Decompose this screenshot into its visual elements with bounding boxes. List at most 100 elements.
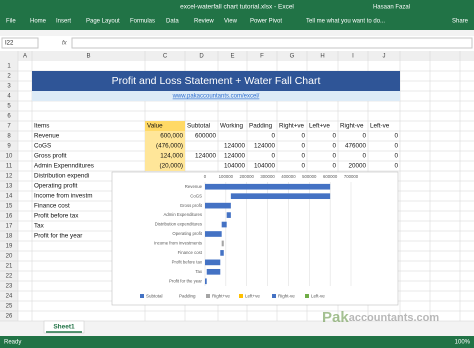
legend-swatch xyxy=(272,294,276,298)
column-header: A xyxy=(23,54,27,60)
status-bar xyxy=(0,336,474,348)
cell-text: Tax xyxy=(34,223,45,230)
ribbon-tab[interactable]: Home xyxy=(30,19,47,25)
cell-text: 104000 xyxy=(254,163,276,170)
column-header-bar xyxy=(0,51,474,61)
cell-text: 20000 xyxy=(348,163,366,170)
category-label: Gross profit xyxy=(180,203,203,208)
cell-text: 124000 xyxy=(195,153,217,160)
column-header: I xyxy=(352,54,354,60)
ribbon-tab[interactable]: File xyxy=(6,19,16,25)
ribbon-tab[interactable]: Review xyxy=(194,19,214,25)
sheet-tab-label[interactable]: Sheet1 xyxy=(53,324,75,331)
cell-text: Finance cost xyxy=(34,203,70,210)
fx-label: fx xyxy=(62,41,68,47)
row-header: 10 xyxy=(6,154,13,160)
cell-text: 0 xyxy=(332,153,336,160)
cell-text: 0 xyxy=(394,133,398,140)
watermark-brand: Pak xyxy=(322,309,349,326)
column-header: E xyxy=(230,54,234,60)
sheet-tab[interactable] xyxy=(43,320,85,334)
row-header: 25 xyxy=(6,304,13,310)
bar-segment xyxy=(206,268,221,275)
ribbon-tab[interactable]: Power Pivot xyxy=(250,19,282,25)
x-tick-label: 200000 xyxy=(240,174,255,179)
cell-text: Right+ve xyxy=(279,123,305,130)
column-header: F xyxy=(260,54,264,60)
name-box[interactable] xyxy=(1,37,39,49)
ribbon-tab[interactable]: Formulas xyxy=(130,19,155,25)
cell-text: Left-ve xyxy=(370,123,390,130)
row-header: 13 xyxy=(6,184,13,190)
category-label: Operating profit xyxy=(172,231,202,236)
row-header: 24 xyxy=(6,294,13,300)
bar-segment xyxy=(230,193,331,200)
watermark-rest: accountants.com xyxy=(349,312,440,324)
ribbon-tab[interactable]: Data xyxy=(166,19,179,25)
row-header: 6 xyxy=(7,114,11,120)
value-header-fill xyxy=(145,121,185,131)
row-header: 4 xyxy=(7,94,11,100)
x-tick-label: 500000 xyxy=(302,174,317,179)
column-header: D xyxy=(199,54,204,60)
row-header: 22 xyxy=(6,274,13,280)
title-ribbon-bg xyxy=(0,0,474,30)
row-header: 2 xyxy=(7,74,11,80)
x-tick-label: 300000 xyxy=(260,174,275,179)
row-header: 8 xyxy=(7,134,11,140)
column-header: H xyxy=(320,54,324,60)
user-name[interactable]: Hasaan Fazal xyxy=(373,5,410,11)
cell-text: 124000 xyxy=(224,143,246,150)
cell-text: 124000 xyxy=(224,153,246,160)
bar-segment xyxy=(221,221,227,228)
cell-text: 0 xyxy=(394,153,398,160)
row-header: 14 xyxy=(6,194,13,200)
cell-text: Admin Expennditures xyxy=(34,163,94,170)
row-header: 16 xyxy=(6,214,13,220)
cell-text: 0 xyxy=(362,133,366,140)
category-label: Profit for the year xyxy=(169,278,203,283)
link[interactable]: www.pakaccountants.com/excel/ xyxy=(172,94,260,100)
legend-label: Right-ve xyxy=(278,293,295,298)
cell-text: (20,000) xyxy=(160,163,183,170)
row-header: 9 xyxy=(7,144,11,150)
ribbon-collapsed xyxy=(0,30,474,36)
cell-text: Distribution expendi xyxy=(34,173,89,180)
cell-text: 0 xyxy=(271,133,275,140)
cell-text: 124000 xyxy=(254,143,276,150)
row-header: 7 xyxy=(7,124,11,130)
bar-segment xyxy=(221,240,224,247)
legend-label: Subtotal xyxy=(146,293,163,298)
link-row xyxy=(32,91,400,101)
cell-text: 476000 xyxy=(345,143,367,150)
x-tick-label: 600000 xyxy=(323,174,338,179)
bar-segment xyxy=(205,183,331,190)
window-title: excel-waterfall chart tutorial.xlsx - Ex… xyxy=(180,4,294,11)
cell-text: 0 xyxy=(332,163,336,170)
row-header: 21 xyxy=(6,264,13,270)
tell-me[interactable]: Tell me what you want to do... xyxy=(306,19,385,25)
share-button[interactable]: Share xyxy=(452,19,469,25)
cell-text: CoGS xyxy=(34,143,51,150)
category-label: Admin Expenditures xyxy=(164,212,202,217)
cell-text: Padding xyxy=(249,123,273,130)
column-header: B xyxy=(86,54,90,60)
x-tick-label: 400000 xyxy=(281,174,296,179)
ribbon-tab[interactable]: Page Layout xyxy=(86,19,120,25)
formula-input[interactable] xyxy=(71,37,473,49)
ribbon-tab[interactable]: View xyxy=(224,19,238,25)
cell-text: Subtotal xyxy=(187,123,210,130)
cell-text: 0 xyxy=(301,163,305,170)
ribbon-tab[interactable]: Insert xyxy=(56,19,71,25)
x-tick-label: 100000 xyxy=(219,174,234,179)
cell-text: Profit for the year xyxy=(34,233,82,240)
chart: 0 100000 200000 300000 400000 500000 600000 700… xyxy=(111,171,399,306)
chart-area xyxy=(111,171,399,306)
zoom-level[interactable]: 100% xyxy=(455,340,471,346)
category-label: Revenue xyxy=(185,184,203,189)
cell-text: Left+ve xyxy=(309,123,330,130)
cell-text: 0 xyxy=(362,153,366,160)
sheet-tab-bar xyxy=(0,321,474,336)
